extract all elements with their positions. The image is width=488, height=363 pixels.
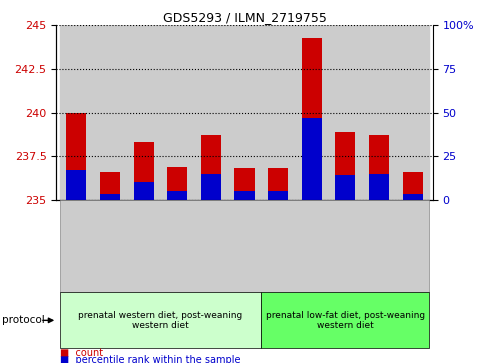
Text: ■  count: ■ count — [60, 348, 102, 358]
Bar — [100, 195, 120, 200]
Bar — [368, 135, 388, 200]
Bar — [167, 167, 187, 200]
Bar — [227, 25, 261, 200]
Bar — [301, 38, 321, 200]
Title: GDS5293 / ILMN_2719755: GDS5293 / ILMN_2719755 — [162, 11, 326, 24]
Text: ■  percentile rank within the sample: ■ percentile rank within the sample — [60, 355, 240, 363]
Bar — [402, 195, 422, 200]
Bar — [126, 25, 160, 200]
Bar — [100, 172, 120, 200]
Bar — [160, 25, 194, 200]
Bar — [362, 25, 395, 200]
Bar — [335, 175, 355, 200]
Bar — [66, 113, 86, 200]
Bar — [66, 170, 86, 200]
Bar — [201, 174, 221, 200]
Bar — [60, 25, 93, 200]
Text: prenatal low-fat diet, post-weaning
western diet: prenatal low-fat diet, post-weaning west… — [265, 311, 424, 330]
Bar — [194, 25, 227, 200]
Bar — [368, 174, 388, 200]
Bar — [234, 168, 254, 200]
Bar — [133, 182, 153, 200]
Bar — [133, 142, 153, 200]
Text: protocol: protocol — [2, 315, 45, 325]
Bar — [335, 132, 355, 200]
Bar — [402, 172, 422, 200]
Bar — [167, 191, 187, 200]
Bar — [234, 191, 254, 200]
Text: prenatal western diet, post-weaning
western diet: prenatal western diet, post-weaning west… — [78, 311, 242, 330]
Bar — [93, 25, 126, 200]
Bar — [201, 135, 221, 200]
Bar — [261, 25, 294, 200]
Bar — [328, 25, 362, 200]
Bar — [267, 168, 287, 200]
Bar — [267, 191, 287, 200]
Bar — [301, 118, 321, 200]
Bar — [294, 25, 328, 200]
Bar — [395, 25, 428, 200]
